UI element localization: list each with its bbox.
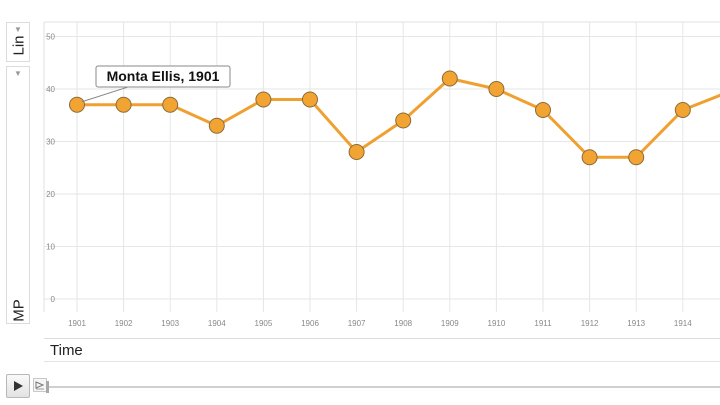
x-variable-label: Time xyxy=(50,342,83,359)
x-tick-label: 1906 xyxy=(301,319,319,328)
play-icon xyxy=(14,381,23,391)
y-tick-label: 10 xyxy=(46,243,55,252)
data-point[interactable] xyxy=(208,117,225,134)
tooltip: Monta Ellis, 1901 xyxy=(81,65,231,103)
x-variable-selector[interactable]: Time xyxy=(44,338,720,362)
x-tick-label: 1913 xyxy=(627,319,645,328)
y-tick-labels: 0 10 20 30 40 50 xyxy=(46,33,55,305)
data-point[interactable] xyxy=(255,91,272,108)
series xyxy=(69,70,720,166)
tooltip-text: Monta Ellis, 1901 xyxy=(107,68,220,84)
tooltip-box xyxy=(95,65,231,88)
x-tick-label: 1908 xyxy=(394,319,412,328)
speed-button[interactable] xyxy=(33,378,47,392)
y-variable-dropdown-icon[interactable]: ▼ xyxy=(14,69,22,78)
y-scale-selector[interactable]: ▼ Lin xyxy=(6,22,30,62)
tooltip-pointer xyxy=(81,85,132,103)
x-tick-label: 1914 xyxy=(674,319,692,328)
y-tick-label: 30 xyxy=(46,138,55,147)
x-tick-label: 1912 xyxy=(581,319,599,328)
data-point[interactable] xyxy=(302,91,318,108)
data-point[interactable] xyxy=(535,102,551,118)
data-point[interactable] xyxy=(441,70,458,87)
y-tick-label: 20 xyxy=(46,190,55,199)
x-tick-label: 1905 xyxy=(255,319,273,328)
data-point[interactable] xyxy=(488,81,505,97)
x-tick-label: 1903 xyxy=(161,319,179,328)
grid xyxy=(43,21,720,312)
data-point[interactable] xyxy=(348,144,365,160)
timeline-handle[interactable] xyxy=(46,381,49,393)
x-tick-label: 1910 xyxy=(488,319,506,328)
y-tick-label: 40 xyxy=(46,85,55,94)
data-point[interactable] xyxy=(674,102,691,118)
data-point[interactable] xyxy=(162,96,179,113)
x-tick-label: 1907 xyxy=(348,319,366,328)
data-point[interactable] xyxy=(69,96,85,113)
y-tick-label: 0 xyxy=(51,295,56,304)
y-tick-label: 50 xyxy=(46,33,55,42)
speed-icon xyxy=(35,381,45,390)
timeline-track[interactable] xyxy=(48,386,720,388)
x-tick-label: 1911 xyxy=(534,319,552,328)
x-tick-label: 1909 xyxy=(441,319,459,328)
x-tick-label: 1902 xyxy=(115,319,133,328)
data-point[interactable] xyxy=(628,149,645,166)
y-variable-selector[interactable]: ▼ MP xyxy=(6,66,30,324)
x-tick-label: 1904 xyxy=(208,319,226,328)
y-scale-dropdown-icon[interactable]: ▼ xyxy=(14,25,22,34)
play-button[interactable] xyxy=(6,374,30,398)
x-tick-labels: 1901 1902 1903 1904 1905 1906 1907 1908 1909 1910… xyxy=(68,319,692,328)
data-point[interactable] xyxy=(115,96,132,113)
data-point[interactable] xyxy=(581,149,598,166)
x-tick-label: 1901 xyxy=(68,319,86,328)
data-point[interactable] xyxy=(395,112,412,129)
